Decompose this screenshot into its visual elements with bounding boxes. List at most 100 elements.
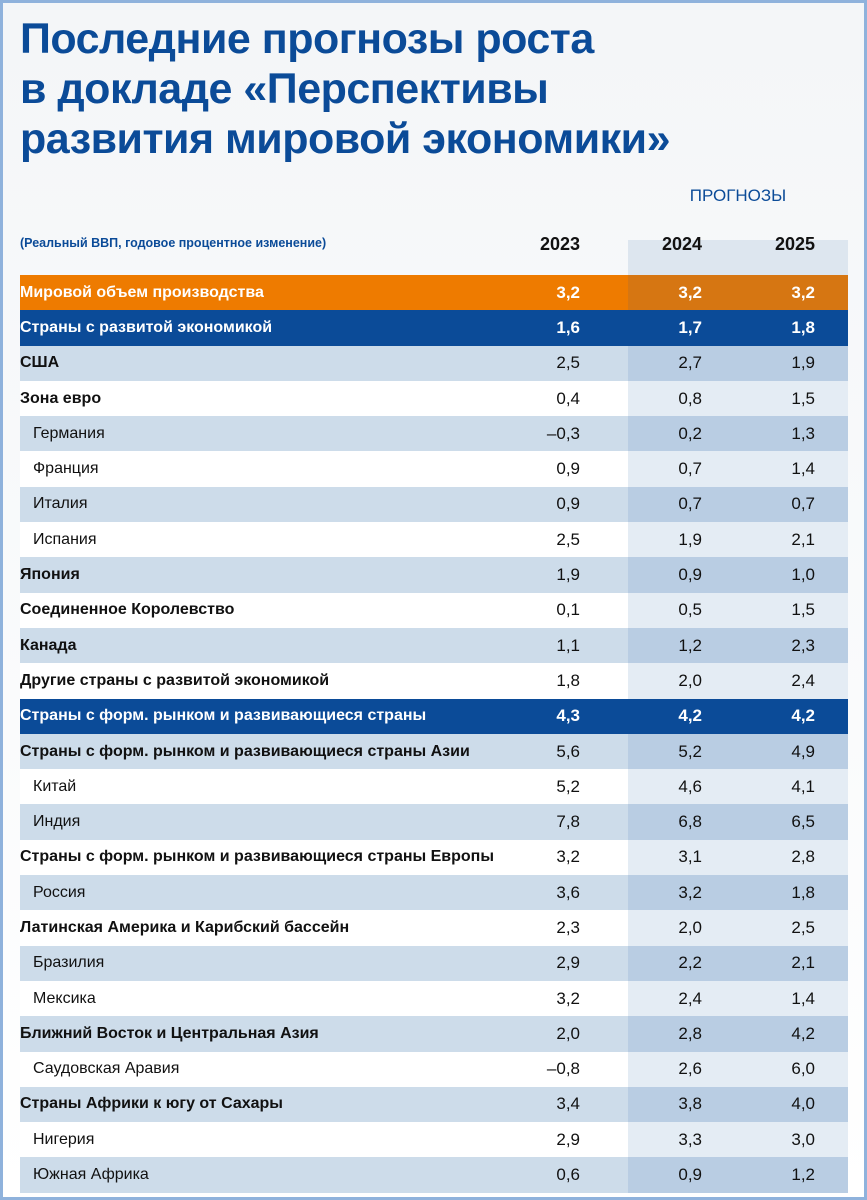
value-2023: 3,2 [556, 847, 580, 867]
value-2023: 0,6 [556, 1165, 580, 1185]
row-label: Страны Африки к югу от Сахары [20, 1095, 283, 1113]
value-2024: 0,5 [678, 600, 702, 620]
value-2024: 2,6 [678, 1059, 702, 1079]
value-2024: 0,9 [678, 1165, 702, 1185]
row-label: Индия [33, 813, 81, 831]
table-row: Италия 0,9 0,7 0,7 [20, 486, 848, 523]
row-label: Канада [20, 636, 77, 654]
table-row: Ближний Восток и Центральная Азия 2,0 2,8 4… [20, 1016, 848, 1052]
table-row: Соединенное Королевство 0,1 0,5 1,5 [20, 592, 848, 628]
table-row: Нигерия 2,9 3,3 3,0 [20, 1122, 848, 1158]
value-2023: 0,9 [556, 494, 580, 514]
row-label: Страны с развитой экономикой [20, 318, 273, 336]
forecast-cell-shade [628, 1051, 848, 1087]
value-2025: 3,0 [791, 1129, 815, 1149]
value-2025: 1,4 [791, 459, 815, 479]
forecast-cell-shade [628, 557, 848, 593]
table-row: Страны с форм. рынком и развивающиеся ст… [20, 839, 848, 876]
column-header-2023: 2023 [539, 234, 580, 254]
value-2025: 1,3 [791, 423, 815, 443]
forecast-cell-shade [628, 910, 848, 946]
forecast-cell-shade [628, 980, 848, 1017]
value-2023: 2,0 [556, 1023, 580, 1043]
value-2025: 1,9 [791, 353, 815, 373]
forecast-cell-shade [628, 875, 848, 911]
value-2023: 1,9 [556, 565, 580, 585]
row-label: Ближний Восток и Центральная Азия [20, 1024, 319, 1042]
forecast-cell-shade [628, 627, 848, 664]
row-label: Нигерия [33, 1130, 95, 1148]
table-row: Бразилия 2,9 2,2 2,1 [20, 945, 848, 981]
row-label: Германия [33, 424, 105, 442]
row-label: Саудовская Аравия [33, 1060, 180, 1078]
value-2024: 2,7 [678, 353, 702, 373]
table-row: Латинская Америка и Карибский бассейн 2,3… [20, 910, 848, 946]
value-2024: 4,2 [678, 706, 702, 726]
row-label: Мексика [33, 989, 96, 1007]
forecast-cell-shade [628, 1016, 848, 1052]
value-2024: 1,2 [678, 635, 702, 655]
table-row: Франция 0,9 0,7 1,4 [20, 451, 848, 487]
table-row: Канада 1,1 1,2 2,3 [20, 627, 848, 664]
row-label: Зона евро [20, 389, 102, 407]
value-2024: 0,9 [678, 565, 702, 585]
value-2023: 2,3 [556, 917, 580, 937]
forecast-cell-shade [628, 839, 848, 876]
table-row: Германия –0,3 0,2 1,3 [20, 416, 848, 452]
forecast-cell-shade [628, 380, 848, 417]
row-label: Франция [33, 460, 99, 478]
forecast-cell-shade [628, 416, 848, 452]
value-2023: 0,9 [556, 459, 580, 479]
value-2024: 5,2 [678, 741, 702, 761]
value-2025: 4,9 [791, 741, 815, 761]
forecast-header-shade [628, 240, 848, 275]
value-2025: 2,5 [791, 917, 815, 937]
forecast-cell-shade [628, 345, 848, 381]
value-2025: 4,2 [791, 1023, 815, 1043]
value-2025: 2,3 [791, 635, 815, 655]
value-2025: 6,5 [791, 812, 815, 832]
value-2025: 4,0 [791, 1094, 815, 1114]
value-2025: 1,4 [791, 988, 815, 1008]
row-label: Испания [33, 530, 97, 548]
value-2023: –0,3 [546, 423, 580, 443]
value-2023: 2,5 [556, 529, 580, 549]
row-label: Страны с форм. рынком и развивающиеся ст… [20, 707, 427, 725]
value-2025: 1,5 [791, 388, 815, 408]
table-row: Другие страны с развитой экономикой 1,8 2,… [20, 663, 848, 699]
table-row: Испания 2,5 1,9 2,1 [20, 522, 848, 558]
forecast-label: ПРОГНОЗЫ [689, 186, 787, 205]
forecast-cell-shade [628, 592, 848, 628]
value-2024: 3,2 [678, 882, 702, 902]
value-2024: 2,4 [678, 988, 702, 1008]
value-2025: 3,2 [791, 282, 815, 302]
value-2023: 5,6 [556, 741, 580, 761]
row-label: Мировой объем производства [20, 283, 264, 301]
column-header-2025: 2025 [774, 234, 815, 254]
value-2025: 2,1 [791, 953, 815, 973]
forecast-cell-shade [628, 275, 848, 311]
row-label: Китай [33, 777, 77, 795]
forecast-cell-shade [628, 733, 848, 770]
value-2024: 1,9 [678, 529, 702, 549]
row-label: Страны с форм. рынком и развивающиеся ст… [20, 742, 470, 760]
value-2024: 6,8 [678, 812, 702, 832]
table-row: Мировой объем производства 3,2 3,2 3,2 [20, 275, 848, 311]
forecast-cell-shade [628, 1122, 848, 1158]
value-2025: 1,5 [791, 600, 815, 620]
value-2023: 0,1 [556, 600, 580, 620]
table-row: США 2,5 2,7 1,9 [20, 345, 848, 381]
value-2023: 0,4 [556, 388, 580, 408]
forecast-cell-shade [628, 769, 848, 805]
value-2023: 3,6 [556, 882, 580, 902]
value-2023: 4,3 [556, 706, 580, 726]
forecast-cell-shade [628, 1086, 848, 1123]
value-2025: 2,4 [791, 670, 815, 690]
table-row: Страны Африки к югу от Сахары 3,4 3,8 4,0 [20, 1086, 848, 1123]
value-2024: 2,2 [678, 953, 702, 973]
value-2024: 2,0 [678, 670, 702, 690]
forecast-cell-shade [628, 945, 848, 981]
value-2023: 1,1 [556, 635, 580, 655]
forecast-cell-shade [628, 522, 848, 558]
row-label: Италия [33, 495, 88, 513]
